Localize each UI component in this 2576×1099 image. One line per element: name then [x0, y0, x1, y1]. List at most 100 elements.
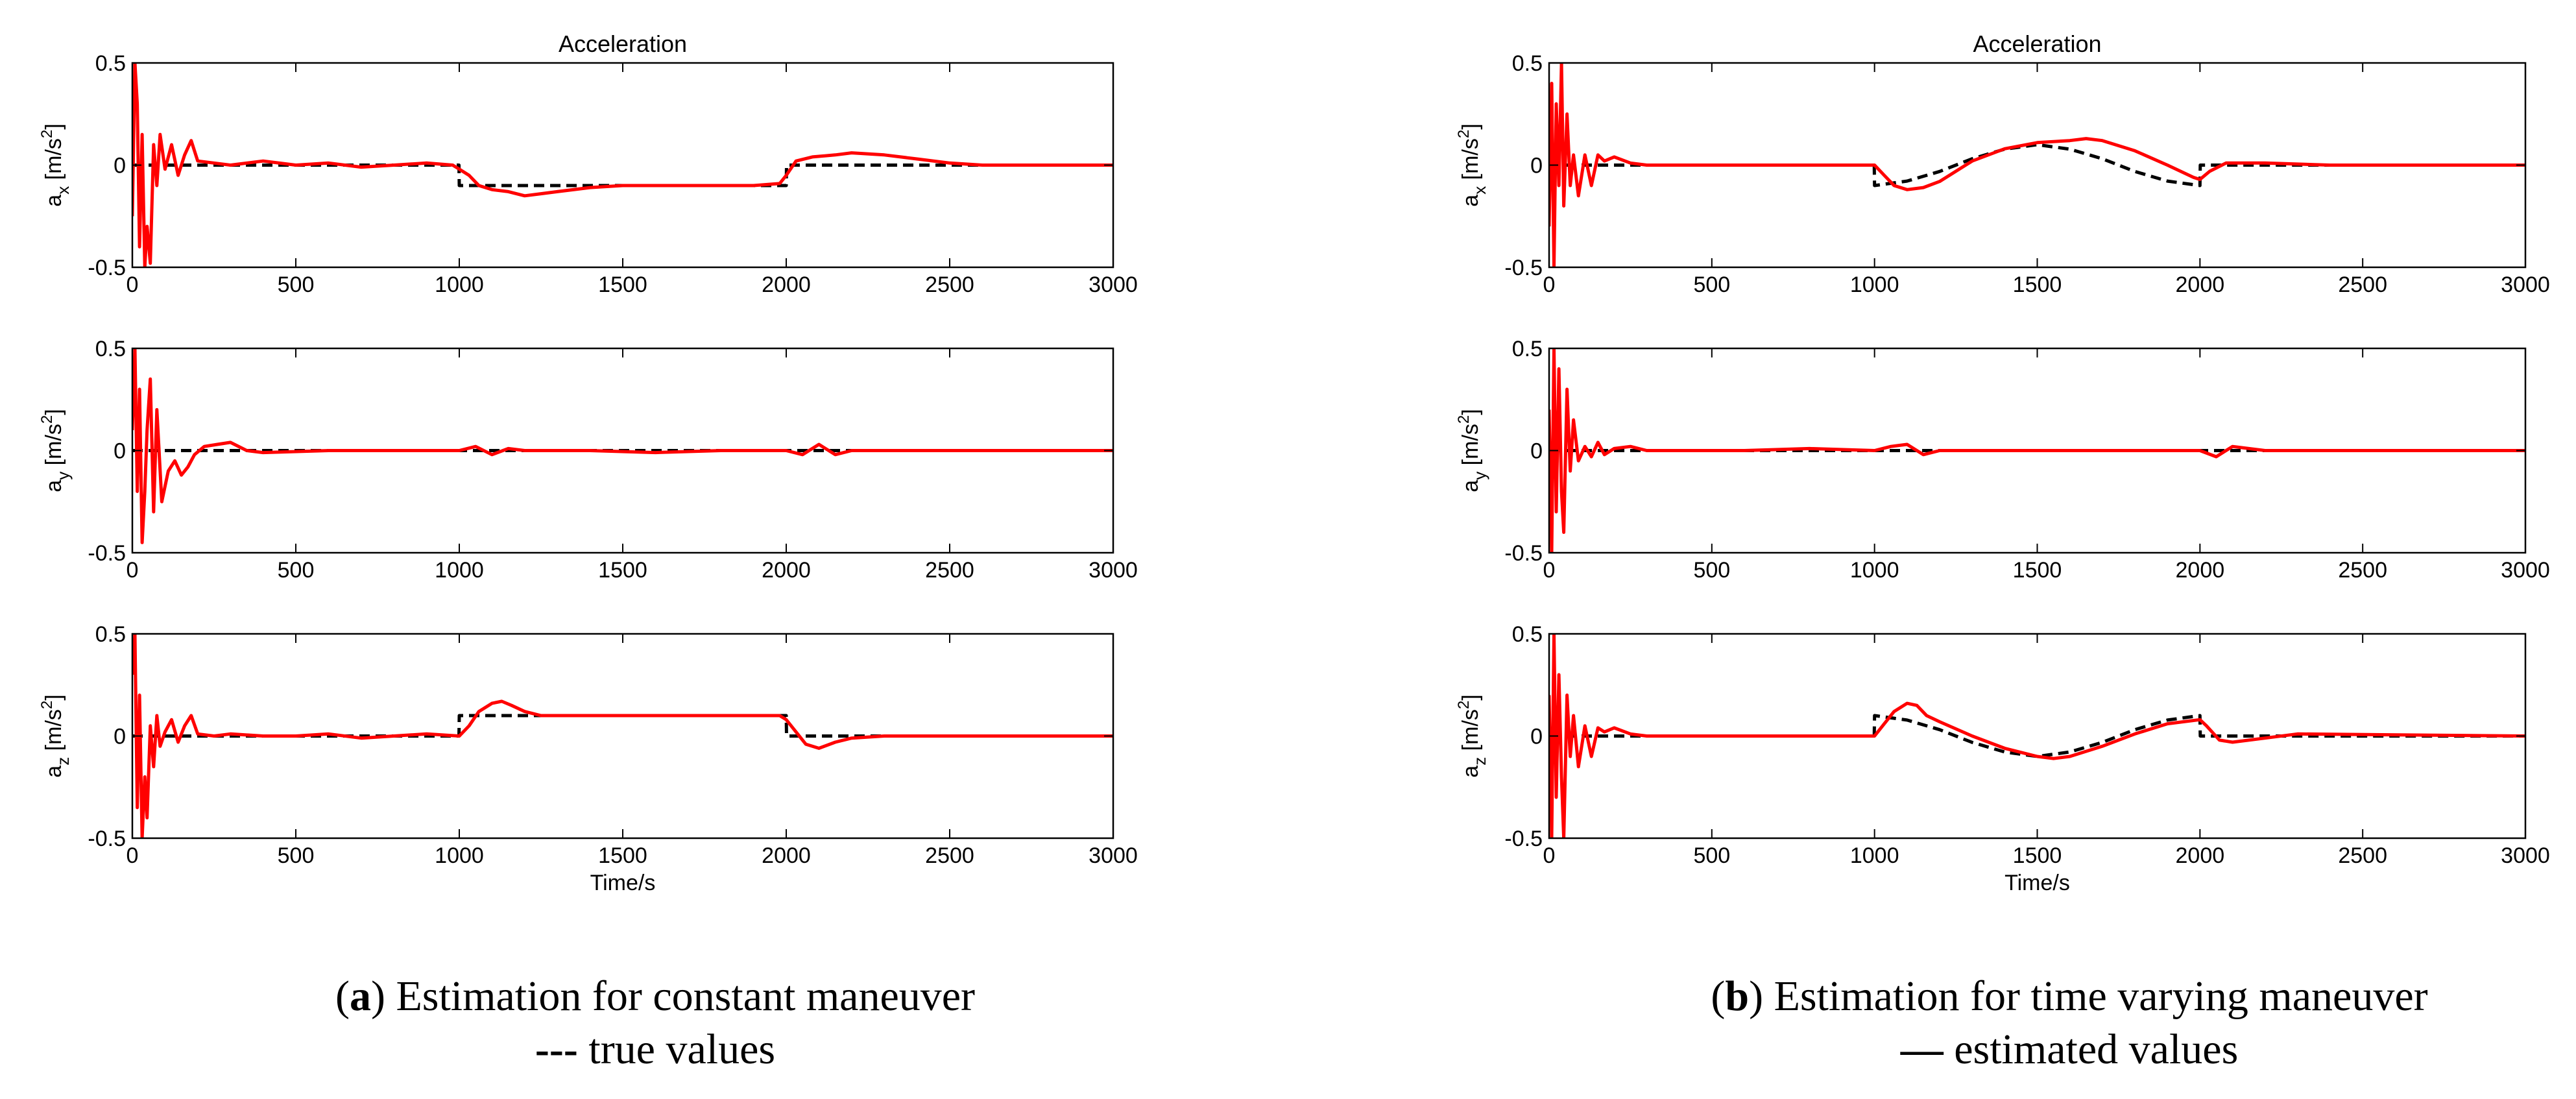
y-axis-label: az [m/s2] — [38, 694, 73, 777]
x-tick-label: 1500 — [598, 843, 647, 868]
y-label-unit: [m/s — [42, 424, 66, 472]
x-tick-label: 2500 — [2338, 272, 2387, 297]
y-label-main: a — [1458, 766, 1483, 778]
caption-b-letter: b — [1725, 972, 1750, 1020]
y-axis-label: ax [m/s2] — [1455, 123, 1489, 206]
x-tick-label: 1500 — [2013, 843, 2062, 868]
caption-a-line1: (a) Estimation for constant maneuver — [335, 972, 976, 1020]
y-label-end: ] — [42, 409, 66, 415]
y-tick-label: 0.5 — [95, 622, 126, 647]
y-label-main: a — [42, 480, 66, 492]
x-tick-label: 1000 — [1850, 843, 1899, 868]
x-tick-label: 3000 — [1089, 843, 1138, 868]
estimated-values-line — [132, 634, 1113, 838]
y-tick-label: -0.5 — [88, 541, 126, 566]
y-tick-label: 0 — [114, 154, 126, 178]
y-label-end: ] — [1458, 409, 1483, 415]
y-label-sup: 2 — [38, 130, 56, 138]
caption-b-line1: (b) Estimation for time varying maneuver — [1711, 972, 2428, 1020]
true-values-line — [1549, 714, 2525, 758]
x-tick-label: 2500 — [925, 843, 974, 868]
caption-b-text: Estimation for time varying maneuver — [1763, 972, 2428, 1020]
y-label-unit: [m/s — [42, 709, 66, 757]
y-tick-label: 0 — [114, 725, 126, 749]
x-tick-label: 2000 — [762, 558, 811, 583]
y-label-sup: 2 — [1455, 701, 1473, 709]
y-label-sup: 2 — [1455, 130, 1473, 138]
chart-title: Acceleration — [559, 30, 687, 57]
estimated-values-line — [1549, 634, 2525, 838]
x-tick-label: 3000 — [2501, 272, 2550, 297]
y-label-sub: y — [1470, 472, 1489, 480]
caption-a-line2: --- true values — [149, 1023, 1161, 1076]
x-tick-label: 2500 — [925, 558, 974, 583]
legend-true-symbol: --- — [535, 1026, 578, 1073]
x-tick-label: 3000 — [1089, 272, 1138, 297]
y-label-end: ] — [1458, 123, 1483, 129]
y-label-sup: 2 — [1455, 415, 1473, 424]
legend-estimated-text: estimated values — [1943, 1026, 2239, 1073]
x-tick-label: 3000 — [1089, 558, 1138, 583]
y-label-sub: x — [1470, 186, 1489, 195]
x-tick-label: 2000 — [762, 843, 811, 868]
x-tick-label: 0 — [1543, 843, 1556, 868]
x-tick-label: 0 — [126, 843, 139, 868]
x-tick-label: 1500 — [2013, 558, 2062, 583]
true-values-line — [132, 163, 1113, 187]
true-values-line — [132, 714, 1113, 738]
true-values-line — [1549, 143, 2525, 187]
y-tick-label: 0 — [1530, 154, 1543, 178]
y-label-sub: z — [1470, 757, 1489, 766]
y-tick-label: 0 — [114, 439, 126, 464]
y-label-end: ] — [42, 123, 66, 129]
x-tick-label: 1000 — [1850, 272, 1899, 297]
legend-estimated-symbol: — — [1900, 1026, 1944, 1073]
y-label-unit: [m/s — [1458, 138, 1483, 186]
estimated-values-line — [132, 63, 1113, 267]
x-tick-label: 1500 — [598, 558, 647, 583]
y-label-unit: [m/s — [1458, 424, 1483, 472]
y-label-sub: x — [53, 186, 73, 195]
x-tick-label: 0 — [126, 272, 139, 297]
caption-b-line2: — estimated values — [1563, 1023, 2575, 1076]
x-tick-label: 500 — [278, 272, 315, 297]
x-tick-label: 500 — [278, 558, 315, 583]
x-tick-label: 2000 — [2176, 558, 2225, 583]
y-tick-label: 0.5 — [1512, 337, 1543, 361]
x-tick-label: 2000 — [2176, 843, 2225, 868]
y-label-sup: 2 — [38, 415, 56, 424]
y-label-main: a — [1458, 480, 1483, 492]
x-tick-label: 1000 — [435, 272, 484, 297]
y-label-end: ] — [42, 694, 66, 700]
y-tick-label: 0 — [1530, 439, 1543, 464]
x-tick-label: 0 — [1543, 558, 1556, 583]
x-tick-label: 0 — [126, 558, 139, 583]
y-tick-label: -0.5 — [1504, 827, 1543, 851]
x-axis-label: Time/s — [590, 871, 656, 895]
caption-a: (a) Estimation for constant maneuver ---… — [149, 970, 1161, 1076]
x-tick-label: 1000 — [1850, 558, 1899, 583]
y-axis-label: ay [m/s2] — [38, 409, 73, 492]
y-tick-label: -0.5 — [1504, 256, 1543, 280]
caption-b: (b) Estimation for time varying maneuver… — [1563, 970, 2575, 1076]
y-label-unit: [m/s — [42, 138, 66, 186]
x-tick-label: 500 — [1693, 272, 1730, 297]
y-tick-label: -0.5 — [88, 827, 126, 851]
x-tick-label: 3000 — [2501, 843, 2550, 868]
estimated-values-line — [132, 348, 1113, 544]
y-label-sub: y — [53, 472, 73, 480]
y-label-main: a — [1458, 195, 1483, 207]
x-tick-label: 1500 — [2013, 272, 2062, 297]
x-tick-label: 0 — [1543, 272, 1556, 297]
y-label-end: ] — [1458, 694, 1483, 700]
estimated-values-line — [1549, 348, 2525, 553]
estimated-values-line — [1549, 63, 2525, 267]
y-label-unit: [m/s — [1458, 709, 1483, 757]
x-tick-label: 500 — [1693, 843, 1730, 868]
legend-true-text: true values — [577, 1026, 776, 1073]
y-axis-label: az [m/s2] — [1455, 694, 1489, 777]
